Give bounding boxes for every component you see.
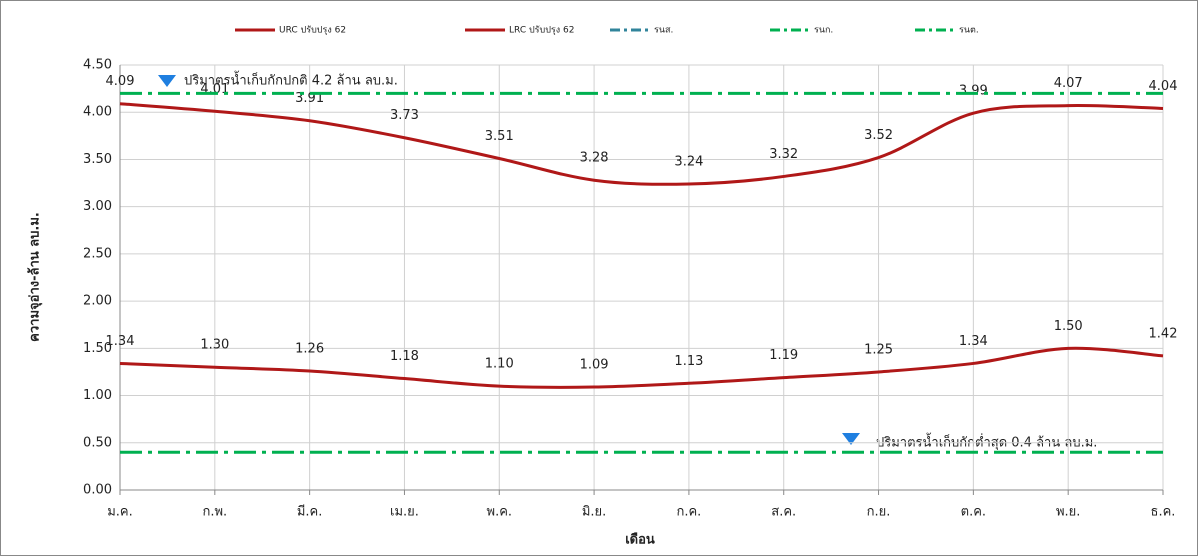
data-label: 3.91 <box>295 91 324 106</box>
data-label: 1.09 <box>580 358 609 373</box>
x-tick-label: ก.พ. <box>202 505 227 520</box>
x-tick-label: มิ.ย. <box>582 505 606 520</box>
series-line <box>119 346 1164 389</box>
y-tick-label: 0.50 <box>83 435 112 450</box>
annotation: ปริมาตรน้ำเก็บกักปกติ 4.2 ล้าน ลบ.ม. <box>184 71 398 89</box>
x-tick-label: ก.ย. <box>867 505 891 520</box>
data-label: 4.09 <box>106 74 135 89</box>
annotation: ปริมาตรน้ำเก็บกักต่ำสุด 0.4 ล้าน ลบ.ม. <box>876 433 1097 451</box>
x-tick-label: ก.ค. <box>676 505 701 520</box>
data-label: 1.13 <box>674 354 703 369</box>
y-tick-label: 4.00 <box>83 105 112 120</box>
data-label: 1.18 <box>390 349 419 364</box>
legend-label: รนก. <box>814 26 833 36</box>
data-label: 3.73 <box>390 108 419 123</box>
data-label: 1.42 <box>1149 326 1178 341</box>
data-label: 1.10 <box>485 357 514 372</box>
data-label: 3.52 <box>864 128 893 143</box>
legend-label: URC ปรับปรุง 62 <box>279 26 346 36</box>
x-tick-label: พ.ย. <box>1056 505 1080 520</box>
y-tick-label: 2.50 <box>83 246 112 261</box>
series-line <box>119 102 1164 186</box>
annotation-marker <box>158 75 176 87</box>
y-tick-label: 2.00 <box>83 294 112 309</box>
data-label: 4.07 <box>1054 76 1083 91</box>
data-label: 1.30 <box>200 338 229 353</box>
legend-label: รนส. <box>654 26 673 36</box>
data-label: 3.28 <box>580 151 609 166</box>
x-tick-label: ธ.ค. <box>1151 505 1176 520</box>
data-label: 1.19 <box>769 348 798 363</box>
y-tick-label: 4.50 <box>83 58 112 73</box>
data-label: 3.24 <box>674 155 703 170</box>
x-tick-label: มี.ค. <box>297 504 323 520</box>
legend-label: LRC ปรับปรุง 62 <box>509 26 574 36</box>
y-tick-label: 3.50 <box>83 152 112 167</box>
data-label: 1.34 <box>959 334 988 349</box>
y-tick-label: 0.00 <box>83 483 112 498</box>
data-label: 3.51 <box>485 129 514 144</box>
x-tick-label: ต.ค. <box>961 505 986 520</box>
y-tick-label: 1.00 <box>83 388 112 403</box>
x-tick-label: ส.ค. <box>771 505 796 520</box>
y-axis-label: ความจุอ่าง-ล้าน ลบ.ม. <box>27 212 43 342</box>
data-label: 1.26 <box>295 342 324 357</box>
data-label: 1.34 <box>106 334 135 349</box>
y-tick-label: 1.50 <box>83 341 112 356</box>
y-tick-label: 3.00 <box>83 199 112 214</box>
data-label: 3.32 <box>769 147 798 162</box>
x-tick-label: พ.ค. <box>487 505 513 520</box>
data-label: 1.50 <box>1054 319 1083 334</box>
annotation-marker <box>842 433 860 445</box>
x-tick-label: ม.ค. <box>107 505 133 520</box>
data-label: 4.04 <box>1149 79 1178 94</box>
legend-label: รนต. <box>959 26 979 36</box>
data-label: 3.99 <box>959 84 988 99</box>
x-axis-label: เดือน <box>625 532 655 548</box>
x-tick-label: เม.ย. <box>390 505 419 520</box>
data-label: 1.25 <box>864 342 893 357</box>
